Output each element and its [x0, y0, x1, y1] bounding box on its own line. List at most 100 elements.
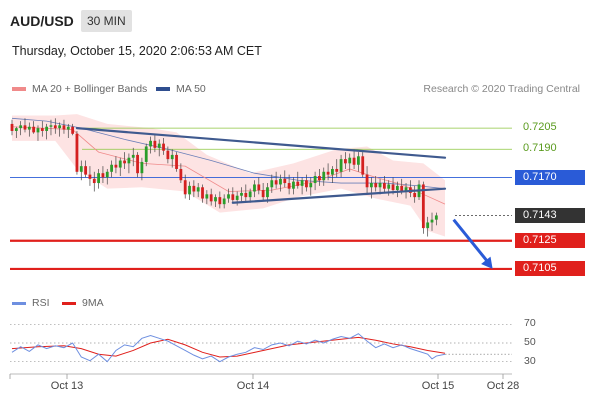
candle-body [19, 125, 23, 129]
candle-body [244, 192, 248, 198]
candle-body [205, 194, 209, 199]
candle-body [114, 164, 118, 168]
candle-body [413, 192, 417, 198]
level-label-0.7205: 0.7205 [523, 121, 557, 134]
candle-body [361, 156, 365, 175]
ma20-bollinger-swatch-icon [12, 87, 26, 91]
x-tick-label: Oct 15 [421, 380, 455, 392]
credit: Research © 2020 Trading Central [423, 83, 580, 95]
candle-body [58, 125, 62, 129]
legend-label-9ma: 9MA [82, 297, 104, 309]
trendline-1 [75, 127, 447, 159]
level-tag-0.7125: 0.7125 [515, 233, 585, 249]
candle-body [292, 181, 295, 189]
legend-ma20-bollinger: MA 20 + Bollinger Bands [12, 83, 147, 95]
rsi-level-label-30: 30 [524, 354, 536, 367]
candle-body [10, 123, 14, 131]
candle-body [131, 154, 135, 158]
legend-label-ma20: MA 20 + Bollinger Bands [32, 83, 148, 95]
candle-body [88, 174, 92, 179]
candle-body [335, 168, 339, 172]
ma50-swatch-icon [156, 87, 170, 91]
candle-body [201, 187, 204, 199]
candle-body [231, 194, 235, 200]
candle-body [240, 192, 243, 196]
timestamp: Thursday, October 15, 2020 2:06:53 AM CE… [12, 44, 262, 58]
rsi-level-label-50: 50 [524, 336, 536, 348]
candle-body [253, 184, 256, 192]
candle-body [382, 183, 386, 189]
candle-body [110, 164, 113, 172]
candle-body [196, 187, 200, 192]
candle-body [14, 128, 18, 131]
candle-body [400, 185, 404, 192]
candle-body [227, 194, 230, 199]
candle-body [140, 161, 144, 174]
candle-body [374, 183, 378, 188]
candle-body [339, 159, 343, 172]
candle-body [261, 190, 265, 198]
candle-body [166, 150, 170, 160]
candle-body [45, 126, 49, 131]
trendline-2 [231, 187, 447, 204]
timeframe-badge[interactable]: 30 MIN [81, 10, 132, 32]
candle-body [421, 184, 425, 229]
x-tick-label: Oct 13 [50, 380, 84, 392]
candle-body [170, 154, 174, 160]
candle-body [434, 215, 438, 220]
candle-body [248, 191, 252, 198]
level-tag-0.717: 0.7170 [515, 169, 585, 185]
candle-body [283, 178, 287, 184]
candle-body [23, 125, 27, 130]
candle-body [49, 125, 53, 127]
candle-body [92, 178, 96, 184]
candle-body [157, 143, 161, 148]
rsi-line [11, 333, 446, 363]
chart-header: AUD/USD 30 MIN [0, 0, 592, 38]
candle-body [378, 183, 382, 188]
candle-body [357, 156, 360, 165]
candle-body [369, 183, 373, 188]
legend-9ma: 9MA [62, 297, 104, 309]
candle-body [214, 197, 217, 202]
candle-body [266, 187, 269, 198]
candle-body [287, 183, 291, 189]
candle-body [331, 168, 334, 175]
candle-body [296, 181, 300, 186]
rsi-swatch-icon [12, 301, 26, 305]
candle-body [300, 180, 304, 186]
x-tick-label: Oct 14 [236, 380, 270, 392]
legend-ma50: MA 50 [156, 83, 206, 95]
candle-body [53, 125, 57, 129]
rsi-level-label-70: 70 [524, 317, 536, 330]
legend-label-ma50: MA 50 [176, 83, 206, 95]
candle-body [105, 171, 109, 178]
candle-body [27, 126, 31, 130]
candle-body [391, 184, 395, 191]
candle-body [136, 154, 139, 174]
bollinger-band-area [12, 114, 445, 237]
last-price-tag: 0.7143 [515, 207, 585, 223]
candle-body [71, 126, 75, 134]
candle-body [84, 166, 88, 175]
candle-body [79, 166, 83, 172]
x-tick-label: Oct 28 [486, 380, 520, 392]
candle-body [344, 159, 347, 164]
candle-body [305, 180, 308, 188]
level-label-0.719: 0.7190 [523, 142, 557, 155]
candle-body [97, 173, 100, 184]
candle-body [183, 180, 187, 195]
candle-body [162, 143, 165, 151]
candle-body [209, 194, 213, 202]
ma9-swatch-icon [62, 301, 76, 305]
candle-body [352, 157, 356, 165]
candle-body [175, 154, 178, 169]
candle-body [153, 140, 157, 148]
candle-body [404, 187, 408, 192]
candle-body [101, 173, 105, 178]
legend-label-rsi: RSI [32, 297, 50, 309]
candle-body [313, 176, 317, 184]
candle-body [40, 128, 44, 131]
candle-body [62, 125, 66, 130]
